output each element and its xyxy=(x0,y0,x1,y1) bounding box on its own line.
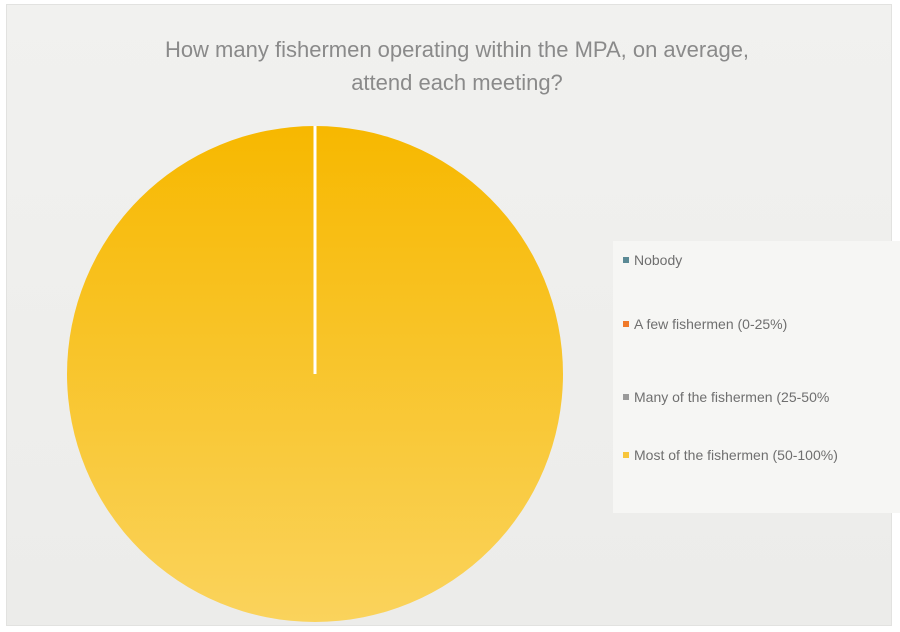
chart-title: How many fishermen operating within the … xyxy=(164,37,750,95)
legend-swatch-nobody xyxy=(623,257,629,264)
legend: Nobody A few fishermen (0-25%) Many of t… xyxy=(613,241,900,513)
legend-label-most: Most of the fishermen (50-100%) xyxy=(634,447,838,463)
legend-label-many: Many of the fishermen (25-50% xyxy=(634,389,830,405)
legend-item-nobody: Nobody xyxy=(623,251,893,270)
legend-label-nobody: Nobody xyxy=(634,252,683,268)
legend-item-most: Most of the fishermen (50-100%) xyxy=(623,446,893,465)
pie-chart xyxy=(67,126,563,622)
legend-label-a-few: A few fishermen (0-25%) xyxy=(634,316,788,332)
legend-swatch-a-few xyxy=(623,321,629,328)
legend-item-many: Many of the fishermen (25-50% xyxy=(623,388,893,407)
legend-swatch-most xyxy=(623,452,629,459)
chart-area: How many fishermen operating within the … xyxy=(6,4,900,626)
legend-item-a-few: A few fishermen (0-25%) xyxy=(623,315,893,334)
legend-swatch-many xyxy=(623,394,629,401)
